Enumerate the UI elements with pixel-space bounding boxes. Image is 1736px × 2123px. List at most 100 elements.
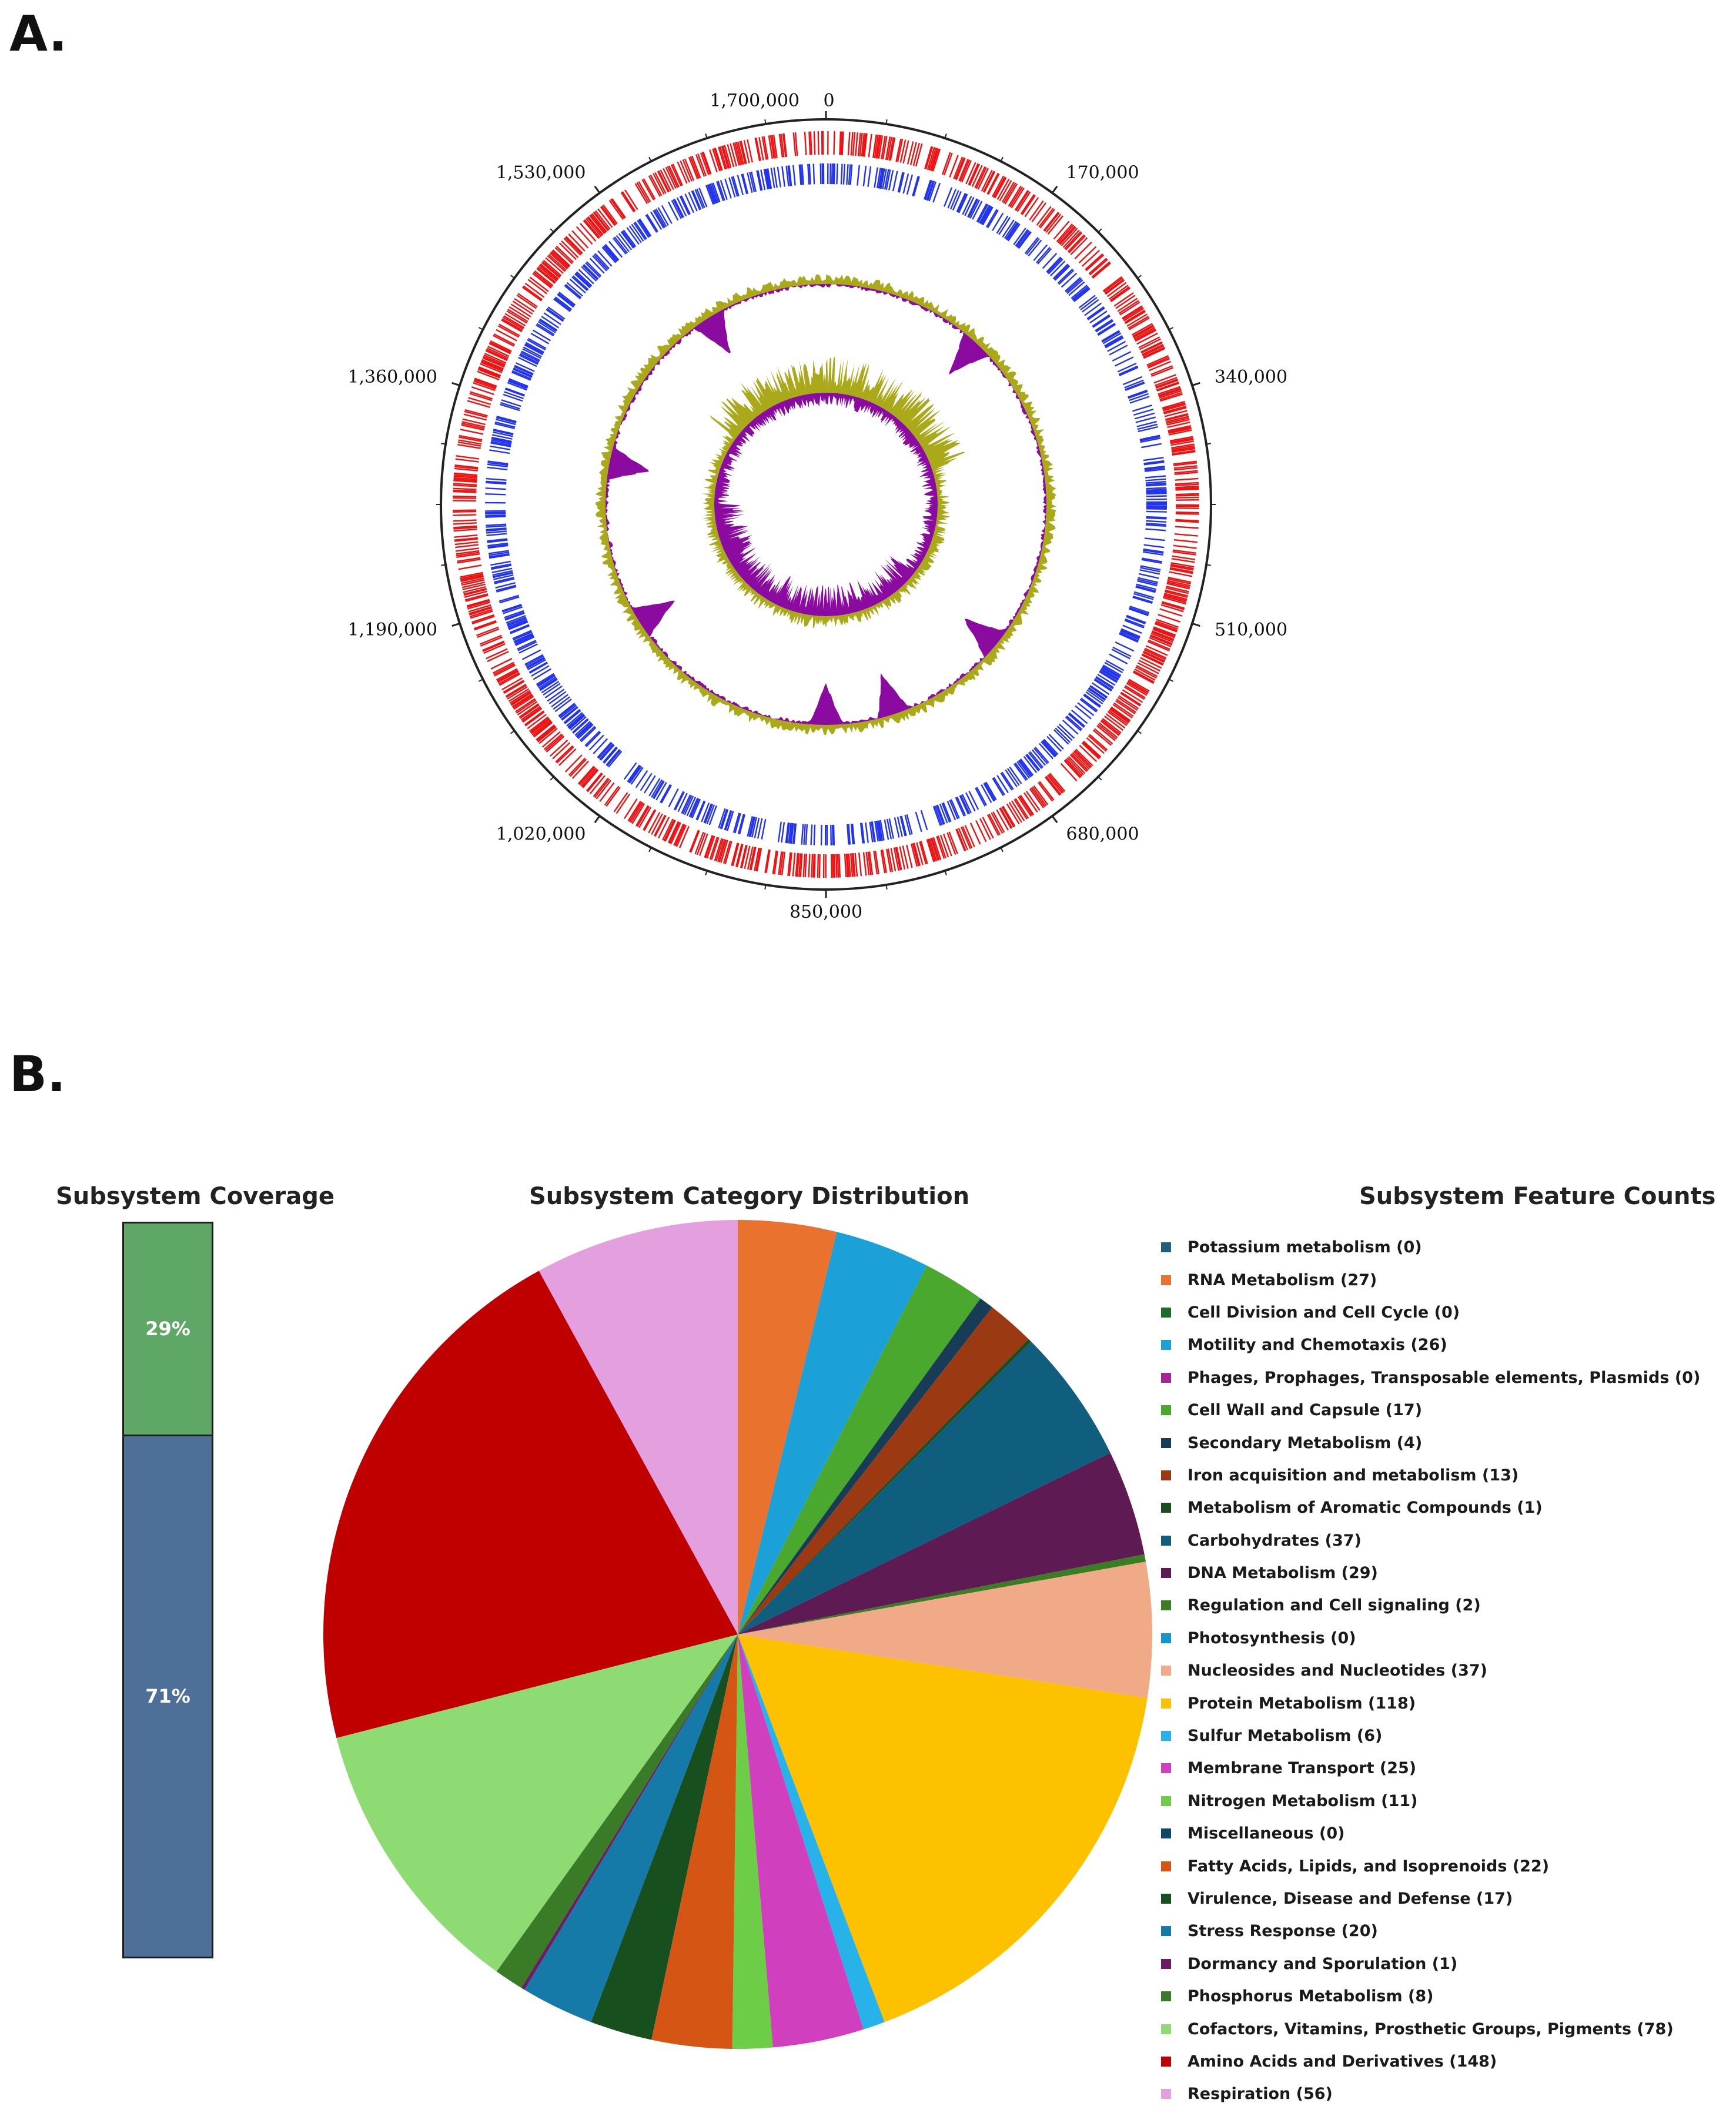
cds-feature xyxy=(1142,651,1165,663)
cds-feature xyxy=(453,497,477,499)
legend-swatch xyxy=(1161,1731,1171,1741)
cds-feature xyxy=(1122,689,1143,703)
cds-feature xyxy=(508,621,529,630)
cds-feature xyxy=(1046,258,1062,274)
legend-item: Phosphorus Metabolism (8) xyxy=(1161,1980,1725,2012)
cds-feature xyxy=(1103,277,1123,293)
cds-feature xyxy=(1029,788,1045,808)
legend-swatch xyxy=(1161,2089,1171,2099)
cds-feature xyxy=(471,616,495,625)
cds-feature xyxy=(1078,295,1096,309)
cds-feature xyxy=(831,854,833,878)
cds-feature xyxy=(569,279,586,293)
cds-feature xyxy=(1000,773,1013,791)
cds-feature xyxy=(564,236,583,255)
cds-feature xyxy=(1175,487,1199,490)
legend-swatch xyxy=(1161,1926,1171,1937)
cds-feature xyxy=(520,352,540,363)
cds-feature xyxy=(589,215,606,235)
cds-feature xyxy=(1146,491,1167,494)
cds-feature xyxy=(677,161,688,184)
cds-feature xyxy=(717,180,725,201)
cds-feature xyxy=(781,166,786,187)
cds-feature xyxy=(1138,336,1160,349)
cds-feature xyxy=(1166,583,1190,590)
legend-item: Motility and Chemotaxis (26) xyxy=(1161,1329,1725,1361)
cds-feature xyxy=(757,818,763,839)
cds-feature xyxy=(514,635,534,645)
cds-feature xyxy=(481,359,504,370)
cds-feature xyxy=(577,765,595,785)
cds-feature xyxy=(1031,749,1046,766)
cds-feature xyxy=(539,264,558,281)
cds-feature xyxy=(463,589,487,596)
cds-feature xyxy=(1019,759,1033,777)
cds-feature xyxy=(887,818,892,840)
cds-feature xyxy=(1120,628,1140,638)
cds-feature xyxy=(458,439,482,445)
cds-feature xyxy=(493,572,513,579)
cds-feature xyxy=(1050,260,1066,277)
cds-feature xyxy=(654,172,667,194)
cds-feature xyxy=(637,220,650,238)
cds-feature xyxy=(904,814,911,835)
cds-feature xyxy=(1133,670,1155,683)
cds-feature xyxy=(623,762,637,780)
cds-feature xyxy=(1086,737,1105,754)
cds-feature xyxy=(648,175,661,197)
cds-feature xyxy=(724,145,732,168)
cds-feature xyxy=(800,853,803,877)
genome-minor-tick xyxy=(885,119,888,125)
cds-feature xyxy=(1039,743,1054,760)
cds-feature xyxy=(650,211,663,230)
cds-feature xyxy=(458,564,482,570)
cds-feature xyxy=(1140,565,1161,571)
cds-feature xyxy=(480,361,503,372)
cds-feature xyxy=(847,824,849,845)
cds-feature xyxy=(556,245,574,263)
cds-feature xyxy=(1136,332,1158,345)
legend-item: Potassium metabolism (0) xyxy=(1161,1231,1725,1263)
cds-feature xyxy=(568,233,586,252)
cds-feature xyxy=(575,272,591,287)
legend-item: Nitrogen Metabolism (11) xyxy=(1161,1785,1725,1817)
genome-minor-tick xyxy=(510,730,515,734)
cds-feature xyxy=(1046,256,1062,273)
cds-feature xyxy=(1006,768,1020,786)
cds-feature xyxy=(571,276,588,292)
cds-feature xyxy=(522,348,541,359)
cds-feature xyxy=(643,810,657,831)
cds-feature xyxy=(491,564,512,570)
cds-feature xyxy=(867,851,872,875)
cds-feature xyxy=(1104,335,1123,347)
cds-feature xyxy=(915,811,922,833)
cds-feature xyxy=(735,844,742,867)
cds-feature xyxy=(801,824,804,845)
cds-feature xyxy=(1104,279,1125,295)
cds-feature xyxy=(986,173,999,195)
cds-feature xyxy=(1055,727,1071,743)
cds-feature xyxy=(1101,667,1120,679)
cds-feature xyxy=(672,163,683,186)
cds-feature xyxy=(984,782,996,801)
cds-feature xyxy=(1067,234,1085,253)
cds-feature xyxy=(1145,482,1166,486)
cds-feature xyxy=(513,694,533,709)
cds-feature xyxy=(1115,295,1136,309)
cds-feature xyxy=(485,511,506,514)
cds-feature xyxy=(494,421,516,428)
cds-feature xyxy=(709,183,718,203)
pie-slice-cofactors-vitamins-prosthetic-groups-pigments xyxy=(336,1634,738,1972)
cds-feature xyxy=(558,703,576,718)
cds-feature xyxy=(1122,624,1142,634)
cds-feature xyxy=(789,823,793,844)
cds-feature xyxy=(696,188,705,209)
cds-feature xyxy=(1172,555,1196,560)
cds-feature xyxy=(508,620,528,630)
genome-minor-tick xyxy=(1000,847,1004,852)
cds-feature xyxy=(1118,365,1138,376)
cds-feature xyxy=(1164,593,1188,600)
cds-feature xyxy=(539,318,558,331)
cds-feature xyxy=(787,852,791,876)
cds-feature xyxy=(926,839,935,862)
